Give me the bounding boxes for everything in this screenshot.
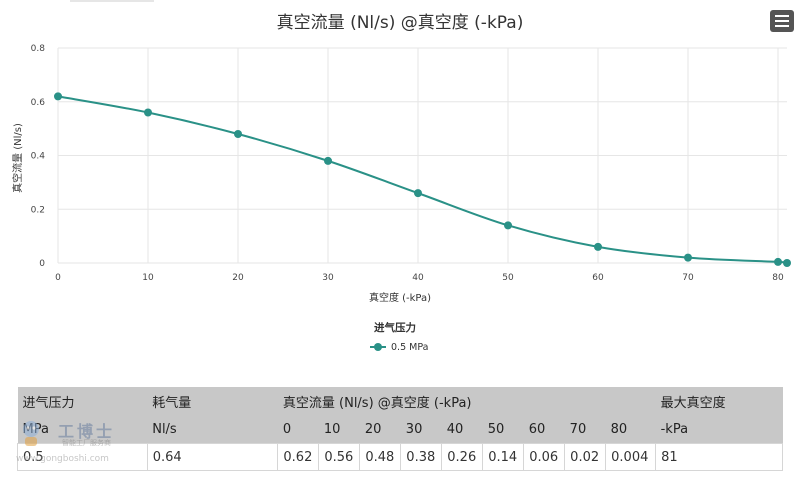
top-divider	[70, 0, 154, 2]
header-unit-nls: Nl/s	[147, 415, 278, 444]
cell-flow-30: 0.38	[400, 443, 443, 471]
x-tick-label: 40	[412, 273, 424, 283]
data-point	[54, 92, 62, 101]
legend-label: 0.5 MPa	[391, 341, 429, 353]
y-axis-title-wrap: 真空流量 (Nl/s)	[11, 123, 24, 193]
x-tick-label: 80	[772, 273, 784, 283]
header-kpa-40: 40	[441, 415, 483, 444]
header-kpa-20: 20	[359, 415, 401, 444]
cell-flow-20: 0.48	[359, 443, 402, 471]
x-axis-title: 真空度 (-kPa)	[368, 293, 432, 304]
y-axis-title: 真空流量 (Nl/s)	[11, 123, 24, 193]
cell-max-vacuum: 81	[655, 443, 783, 471]
table-row: 0.5 0.64 0.62 0.56 0.48 0.38 0.26 0.14 0…	[17, 443, 783, 471]
header-max-vacuum: 最大真空度	[655, 387, 783, 415]
hamburger-menu-icon[interactable]	[770, 10, 794, 32]
y-tick-label: 0.2	[31, 205, 45, 215]
cell-pressure: 0.5	[17, 443, 148, 471]
header-kpa-30: 30	[400, 415, 442, 444]
cell-flow-0: 0.62	[277, 443, 320, 471]
x-tick-label: 70	[682, 273, 694, 283]
series-line	[57, 95, 790, 264]
header-kpa-70: 70	[564, 415, 606, 444]
header-kpa-10: 10	[318, 415, 360, 444]
x-tick-label: 30	[322, 273, 334, 283]
legend-swatch	[370, 342, 386, 352]
data-point	[783, 259, 791, 267]
cell-flow-40: 0.26	[441, 443, 484, 471]
chart-title: 真空流量 (Nl/s) @真空度 (-kPa)	[276, 13, 524, 33]
header-kpa-50: 50	[482, 415, 524, 444]
header-kpa-80: 80	[605, 415, 656, 444]
header-unit-mpa: MPa	[17, 415, 148, 444]
y-tick-label: 0	[39, 259, 45, 269]
y-tick-label: 0.4	[31, 152, 46, 162]
spec-table: 进气压力 耗气量 真空流量 (Nl/s) @真空度 (-kPa) 最大真空度 M…	[17, 387, 783, 471]
x-tick-label: 20	[232, 273, 244, 283]
x-tick-label: 60	[592, 273, 604, 283]
data-point	[504, 221, 512, 230]
data-point	[234, 130, 242, 138]
table-header-row-2: MPa Nl/s 0 10 20 30 40 50 60 70 80 -kPa	[17, 415, 783, 444]
data-point	[594, 242, 602, 251]
legend-item-series[interactable]: 0.5 MPa	[370, 340, 428, 354]
x-tick-label: 50	[502, 273, 514, 283]
cell-flow-80: 0.004	[605, 443, 657, 471]
header-kpa-0: 0	[277, 415, 319, 444]
y-tick-label: 0.8	[31, 44, 46, 54]
cell-consumption: 0.64	[146, 443, 279, 471]
y-tick-label: 0.6	[31, 98, 46, 108]
cell-flow-10: 0.56	[318, 443, 361, 471]
x-tick-label: 0	[55, 273, 61, 283]
data-point	[774, 257, 782, 266]
cell-flow-60: 0.06	[523, 443, 566, 471]
header-vacuum-flow: 真空流量 (Nl/s) @真空度 (-kPa)	[277, 387, 656, 415]
cell-flow-50: 0.14	[482, 443, 525, 471]
table-header-row-1: 进气压力 耗气量 真空流量 (Nl/s) @真空度 (-kPa) 最大真空度	[17, 387, 783, 415]
header-kpa-60: 60	[523, 415, 565, 444]
header-air-consumption: 耗气量	[147, 387, 278, 415]
line-chart: 0 0.2 0.4 0.6 0.8 0 10 20 30 40 50 60 70 80	[31, 44, 791, 283]
cell-flow-70: 0.02	[564, 443, 607, 471]
data-point	[684, 253, 692, 262]
header-unit-kpa: -kPa	[655, 415, 783, 444]
data-point	[324, 156, 332, 165]
x-tick-label: 10	[142, 273, 154, 283]
data-point	[144, 108, 152, 117]
legend-title: 进气压力	[374, 322, 416, 334]
data-point	[414, 189, 422, 198]
header-inlet-pressure: 进气压力	[17, 387, 148, 415]
